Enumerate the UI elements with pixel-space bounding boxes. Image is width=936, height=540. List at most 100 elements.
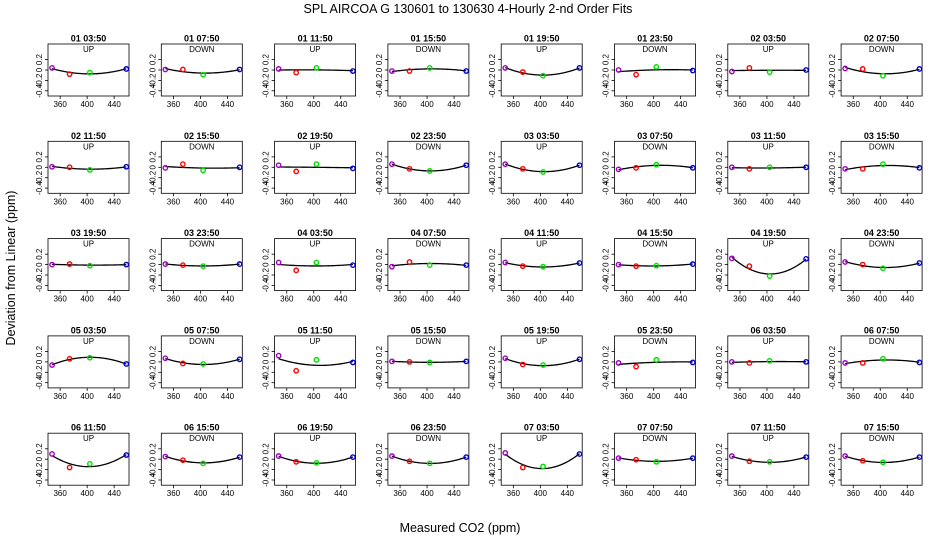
y-tick-label: -0.2 xyxy=(375,462,384,476)
data-point xyxy=(689,261,696,267)
y-tick-label: -0.4 xyxy=(148,278,157,292)
fit-curve xyxy=(165,357,240,366)
y-tick-label: 0 xyxy=(262,456,271,461)
fit-curve xyxy=(278,455,354,464)
x-tick-label: 440 xyxy=(787,392,801,401)
data-point xyxy=(162,164,169,171)
x-tick-label: 360 xyxy=(53,392,67,401)
data-point xyxy=(803,454,809,461)
data-point xyxy=(880,72,886,79)
data-point xyxy=(162,355,169,362)
x-tick-label: 440 xyxy=(334,489,348,498)
y-tick-label: -0.2 xyxy=(828,268,837,282)
x-tick-label: 400 xyxy=(420,100,434,109)
data-point xyxy=(859,165,866,172)
data-point xyxy=(633,263,639,270)
x-tick-label: 360 xyxy=(507,100,521,109)
panel-mode-label: DOWN xyxy=(189,434,215,443)
data-point xyxy=(86,460,93,467)
x-tick-label: 440 xyxy=(787,295,801,304)
y-tick-label: 0.2 xyxy=(262,248,271,260)
fit-panel: 06 03:50 UP -0.4-0.20 0.2 360 400 440 xyxy=(715,325,810,401)
data-point xyxy=(916,260,923,266)
x-tick-label: 440 xyxy=(561,392,575,401)
x-tick-label: 360 xyxy=(620,489,634,498)
data-point xyxy=(426,168,433,174)
y-tick-label: 0.2 xyxy=(262,345,271,357)
data-point xyxy=(179,161,186,168)
panel-mode-label: DOWN xyxy=(189,240,215,249)
fit-curve xyxy=(391,360,467,363)
panel-mode-label: UP xyxy=(83,45,94,54)
data-point xyxy=(540,463,546,470)
x-tick-label: 440 xyxy=(221,489,235,498)
x-tick-label: 360 xyxy=(733,197,747,206)
y-tick-label: 0.2 xyxy=(602,443,611,455)
x-tick-label: 440 xyxy=(221,100,235,109)
data-point xyxy=(200,71,207,78)
panel-title: 01 15:50 xyxy=(411,34,447,44)
x-tick-label: 360 xyxy=(393,295,407,304)
x-tick-label: 440 xyxy=(901,489,915,498)
y-tick-label: -0.4 xyxy=(602,83,611,97)
panel-title: 03 23:50 xyxy=(184,228,220,238)
x-tick-label: 440 xyxy=(561,295,575,304)
data-point xyxy=(576,356,583,363)
data-point xyxy=(123,361,130,367)
y-tick-label: 0.2 xyxy=(375,443,384,455)
data-point xyxy=(349,262,356,269)
fit-curve xyxy=(618,164,693,171)
fit-curve xyxy=(731,360,807,363)
data-point xyxy=(916,359,923,366)
data-point xyxy=(728,164,735,171)
data-point xyxy=(463,162,470,169)
panel-title: 02 23:50 xyxy=(411,131,447,141)
data-point xyxy=(179,66,186,73)
fit-curve xyxy=(731,166,807,169)
fit-panel: 04 11:50 UP -0.4-0.20 0.2 360 400 440 xyxy=(488,228,583,304)
x-tick-label: 440 xyxy=(221,295,235,304)
y-tick-label: -0.2 xyxy=(602,268,611,282)
y-tick-label: 0.2 xyxy=(148,248,157,260)
x-tick-label: 360 xyxy=(53,197,67,206)
panel-mode-label: UP xyxy=(536,45,547,54)
panel-title: 01 07:50 xyxy=(184,34,220,44)
y-tick-label: 0.2 xyxy=(715,151,724,163)
y-tick-label: 0 xyxy=(488,456,497,461)
x-tick-label: 360 xyxy=(167,100,181,109)
data-point xyxy=(200,460,207,467)
fit-curve xyxy=(844,66,920,75)
y-tick-label: -0.2 xyxy=(715,462,724,476)
y-tick-label: 0.2 xyxy=(35,443,44,455)
data-point xyxy=(49,362,55,368)
y-tick-label: 0 xyxy=(375,262,384,267)
data-point xyxy=(766,273,773,279)
y-tick-label: 0 xyxy=(148,359,157,364)
y-tick-label: -0.2 xyxy=(375,268,384,282)
data-point xyxy=(746,65,753,71)
panel-title: 03 15:50 xyxy=(864,131,900,141)
y-tick-label: -0.2 xyxy=(148,365,157,379)
x-tick-label: 440 xyxy=(334,295,348,304)
y-tick-label: -0.2 xyxy=(828,365,837,379)
y-tick-label: -0.4 xyxy=(375,375,384,389)
data-point xyxy=(86,166,93,173)
y-tick-label: -0.4 xyxy=(375,181,384,195)
fit-curve xyxy=(618,69,693,73)
data-point xyxy=(766,357,773,364)
panel-title: 02 07:50 xyxy=(864,34,900,44)
panel-mode-label: UP xyxy=(83,337,94,346)
data-point xyxy=(66,71,73,78)
y-tick-label: 0 xyxy=(715,456,724,461)
y-tick-label: -0.4 xyxy=(488,375,497,389)
data-point xyxy=(842,165,849,172)
x-tick-label: 360 xyxy=(507,489,521,498)
fit-curve xyxy=(845,359,920,365)
panel-mode-label: UP xyxy=(310,142,321,151)
panel-title: 03 11:50 xyxy=(751,131,786,141)
